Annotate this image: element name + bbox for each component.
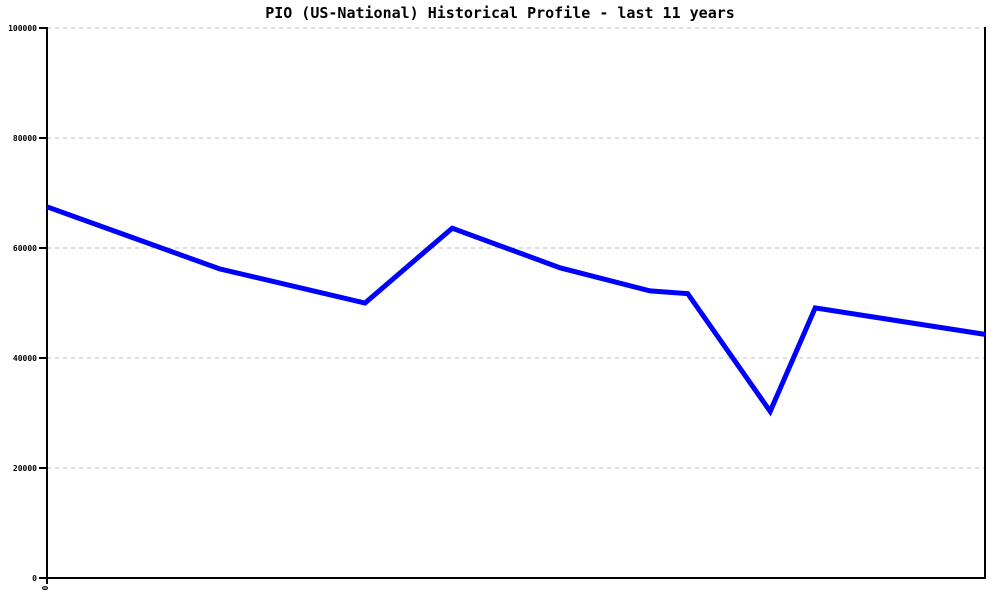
y-tick-label: 80000 (13, 134, 37, 143)
y-tick-label: 20000 (13, 464, 37, 473)
y-tick-label: 60000 (13, 244, 37, 253)
chart-title: PIO (US-National) Historical Profile - l… (265, 4, 735, 22)
data-series-line (46, 204, 986, 417)
x-tick-label: 0 (40, 586, 49, 591)
y-tick-label: 100000 (8, 24, 37, 33)
y-tick-label: 40000 (13, 354, 37, 363)
y-tick-label: 0 (32, 574, 37, 583)
